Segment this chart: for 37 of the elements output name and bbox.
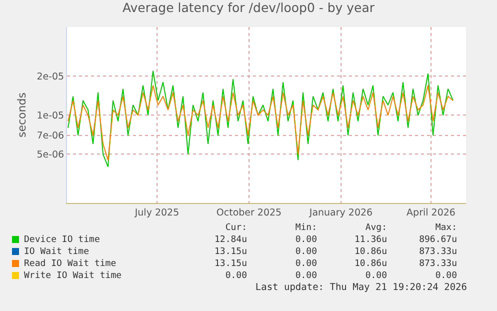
line-series xyxy=(68,84,454,161)
legend-label: Write IO Wait time xyxy=(24,271,122,281)
text: Max: xyxy=(434,222,457,234)
text: 873.33u xyxy=(418,258,457,270)
y-tick-label: 5e-06 xyxy=(36,150,64,161)
text: 11.36u xyxy=(353,234,387,246)
text: 0.00 xyxy=(224,270,247,282)
y-tick-label: 2e-05 xyxy=(36,72,64,83)
legend-label: Device IO time xyxy=(24,235,100,245)
y-tick-label: 7e-06 xyxy=(36,130,64,142)
text: 873.33u xyxy=(418,246,457,258)
text: 0.00 xyxy=(294,246,317,258)
text: 0.00 xyxy=(294,234,317,246)
x-tick-label: April 2026 xyxy=(406,207,456,218)
chart-title: Average latency for /dev/loop0 - by year xyxy=(122,0,376,16)
text: 13.15u xyxy=(213,258,247,270)
text: 0.00 xyxy=(294,258,317,270)
y-axis-title: seconds xyxy=(15,92,28,138)
text: 10.86u xyxy=(353,246,387,258)
text: 10.86u xyxy=(353,258,387,270)
text: Cur: xyxy=(224,222,247,234)
x-tick-label: January 2026 xyxy=(308,207,373,218)
line-series xyxy=(68,70,454,168)
text: 0.00 xyxy=(294,270,317,282)
legend-label: IO Wait time xyxy=(24,247,90,257)
x-tick-label: October 2025 xyxy=(216,207,282,218)
text: 0.00 xyxy=(434,270,457,282)
x-tick-label: July 2025 xyxy=(134,207,180,218)
text: Min: xyxy=(294,222,317,234)
text: Last update: Thu May 21 19:20:24 2026 xyxy=(254,282,467,293)
text: 13.15u xyxy=(213,246,247,258)
text: 896.67u xyxy=(418,234,457,246)
text: Avg: xyxy=(364,222,387,234)
text: 0.00 xyxy=(364,270,387,282)
text: 12.84u xyxy=(213,234,247,246)
legend-label: Read IO Wait time xyxy=(24,259,116,269)
y-tick-label: 1e-05 xyxy=(36,110,64,122)
